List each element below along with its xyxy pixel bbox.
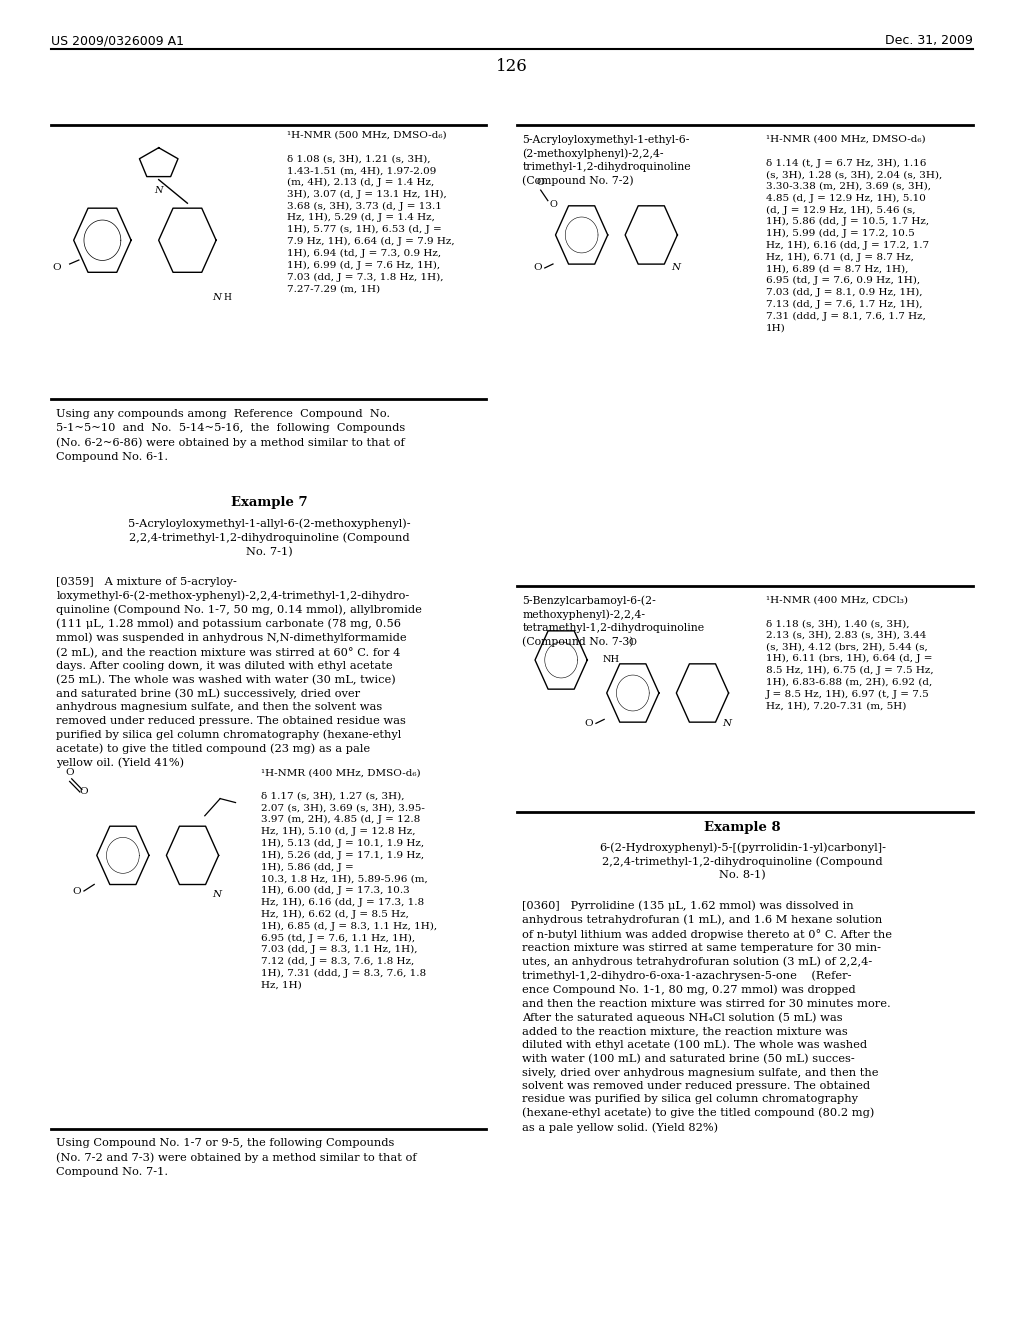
Text: US 2009/0326009 A1: US 2009/0326009 A1 [51, 34, 184, 48]
Text: ¹H-NMR (400 MHz, CDCl₃): ¹H-NMR (400 MHz, CDCl₃) [766, 595, 908, 605]
Text: 5-Acryloyloxymethyl-1-ethyl-6-
(2-methoxylphenyl)-2,2,4-
trimethyl-1,2-dihydroqu: 5-Acryloyloxymethyl-1-ethyl-6- (2-methox… [522, 135, 691, 186]
Text: 126: 126 [496, 58, 528, 75]
Text: O: O [80, 788, 88, 796]
Text: N: N [213, 891, 221, 899]
Text: O: O [73, 887, 81, 895]
Text: [0359]   A mixture of 5-acryloy-
loxymethyl-6-(2-methox-yphenyl)-2,2,4-trimethyl: [0359] A mixture of 5-acryloy- loxymethy… [56, 577, 422, 768]
Text: 5-Benzylcarbamoyl-6-(2-
methoxyphenyl)-2,2,4-
tetramethyl-1,2-dihydroquinoline
(: 5-Benzylcarbamoyl-6-(2- methoxyphenyl)-2… [522, 595, 705, 647]
Text: O: O [52, 264, 60, 272]
Text: O: O [66, 768, 74, 776]
Text: Example 7: Example 7 [231, 496, 307, 510]
Text: N: N [672, 264, 680, 272]
Text: N: N [155, 186, 163, 195]
Text: Using any compounds among  Reference  Compound  No.
5-1~5~10  and  No.  5-14~5-1: Using any compounds among Reference Comp… [56, 409, 406, 462]
Text: ¹H-NMR (500 MHz, DMSO-d₆): ¹H-NMR (500 MHz, DMSO-d₆) [287, 131, 446, 140]
Text: δ 1.14 (t, J = 6.7 Hz, 3H), 1.16
(s, 3H), 1.28 (s, 3H), 2.04 (s, 3H),
3.30-3.38 : δ 1.14 (t, J = 6.7 Hz, 3H), 1.16 (s, 3H)… [766, 158, 942, 333]
Text: δ 1.18 (s, 3H), 1.40 (s, 3H),
2.13 (s, 3H), 2.83 (s, 3H), 3.44
(s, 3H), 4.12 (br: δ 1.18 (s, 3H), 1.40 (s, 3H), 2.13 (s, 3… [766, 619, 934, 710]
Text: [0360]   Pyrrolidine (135 μL, 1.62 mmol) was dissolved in
anhydrous tetrahydrofu: [0360] Pyrrolidine (135 μL, 1.62 mmol) w… [522, 900, 892, 1133]
Text: O: O [534, 264, 542, 272]
Text: ¹H-NMR (400 MHz, DMSO-d₆): ¹H-NMR (400 MHz, DMSO-d₆) [766, 135, 926, 144]
Text: δ 1.17 (s, 3H), 1.27 (s, 3H),
2.07 (s, 3H), 3.69 (s, 3H), 3.95-
3.97 (m, 2H), 4.: δ 1.17 (s, 3H), 1.27 (s, 3H), 2.07 (s, 3… [261, 792, 437, 990]
Text: Using Compound No. 1-7 or 9-5, the following Compounds
(No. 7-2 and 7-3) were ob: Using Compound No. 1-7 or 9-5, the follo… [56, 1138, 417, 1176]
Text: 6-(2-Hydroxyphenyl)-5-[(pyrrolidin-1-yl)carbonyl]-
2,2,4-trimethyl-1,2-dihydroqu: 6-(2-Hydroxyphenyl)-5-[(pyrrolidin-1-yl)… [599, 842, 886, 880]
Text: 5-Acryloyloxymethyl-1-allyl-6-(2-methoxyphenyl)-
2,2,4-trimethyl-1,2-dihydroquin: 5-Acryloyloxymethyl-1-allyl-6-(2-methoxy… [128, 519, 411, 557]
Text: ¹H-NMR (400 MHz, DMSO-d₆): ¹H-NMR (400 MHz, DMSO-d₆) [261, 768, 421, 777]
Text: N: N [212, 293, 221, 302]
Text: Dec. 31, 2009: Dec. 31, 2009 [885, 34, 973, 48]
Text: δ 1.08 (s, 3H), 1.21 (s, 3H),
1.43-1.51 (m, 4H), 1.97-2.09
(m, 4H), 2.13 (d, J =: δ 1.08 (s, 3H), 1.21 (s, 3H), 1.43-1.51 … [287, 154, 455, 293]
Text: N: N [723, 719, 731, 727]
Text: O: O [537, 178, 545, 186]
Text: O: O [585, 719, 593, 727]
Text: H: H [223, 293, 231, 302]
Text: O: O [629, 639, 637, 647]
Text: Example 8: Example 8 [705, 821, 780, 834]
Text: NH: NH [602, 656, 620, 664]
Text: O: O [549, 201, 557, 209]
